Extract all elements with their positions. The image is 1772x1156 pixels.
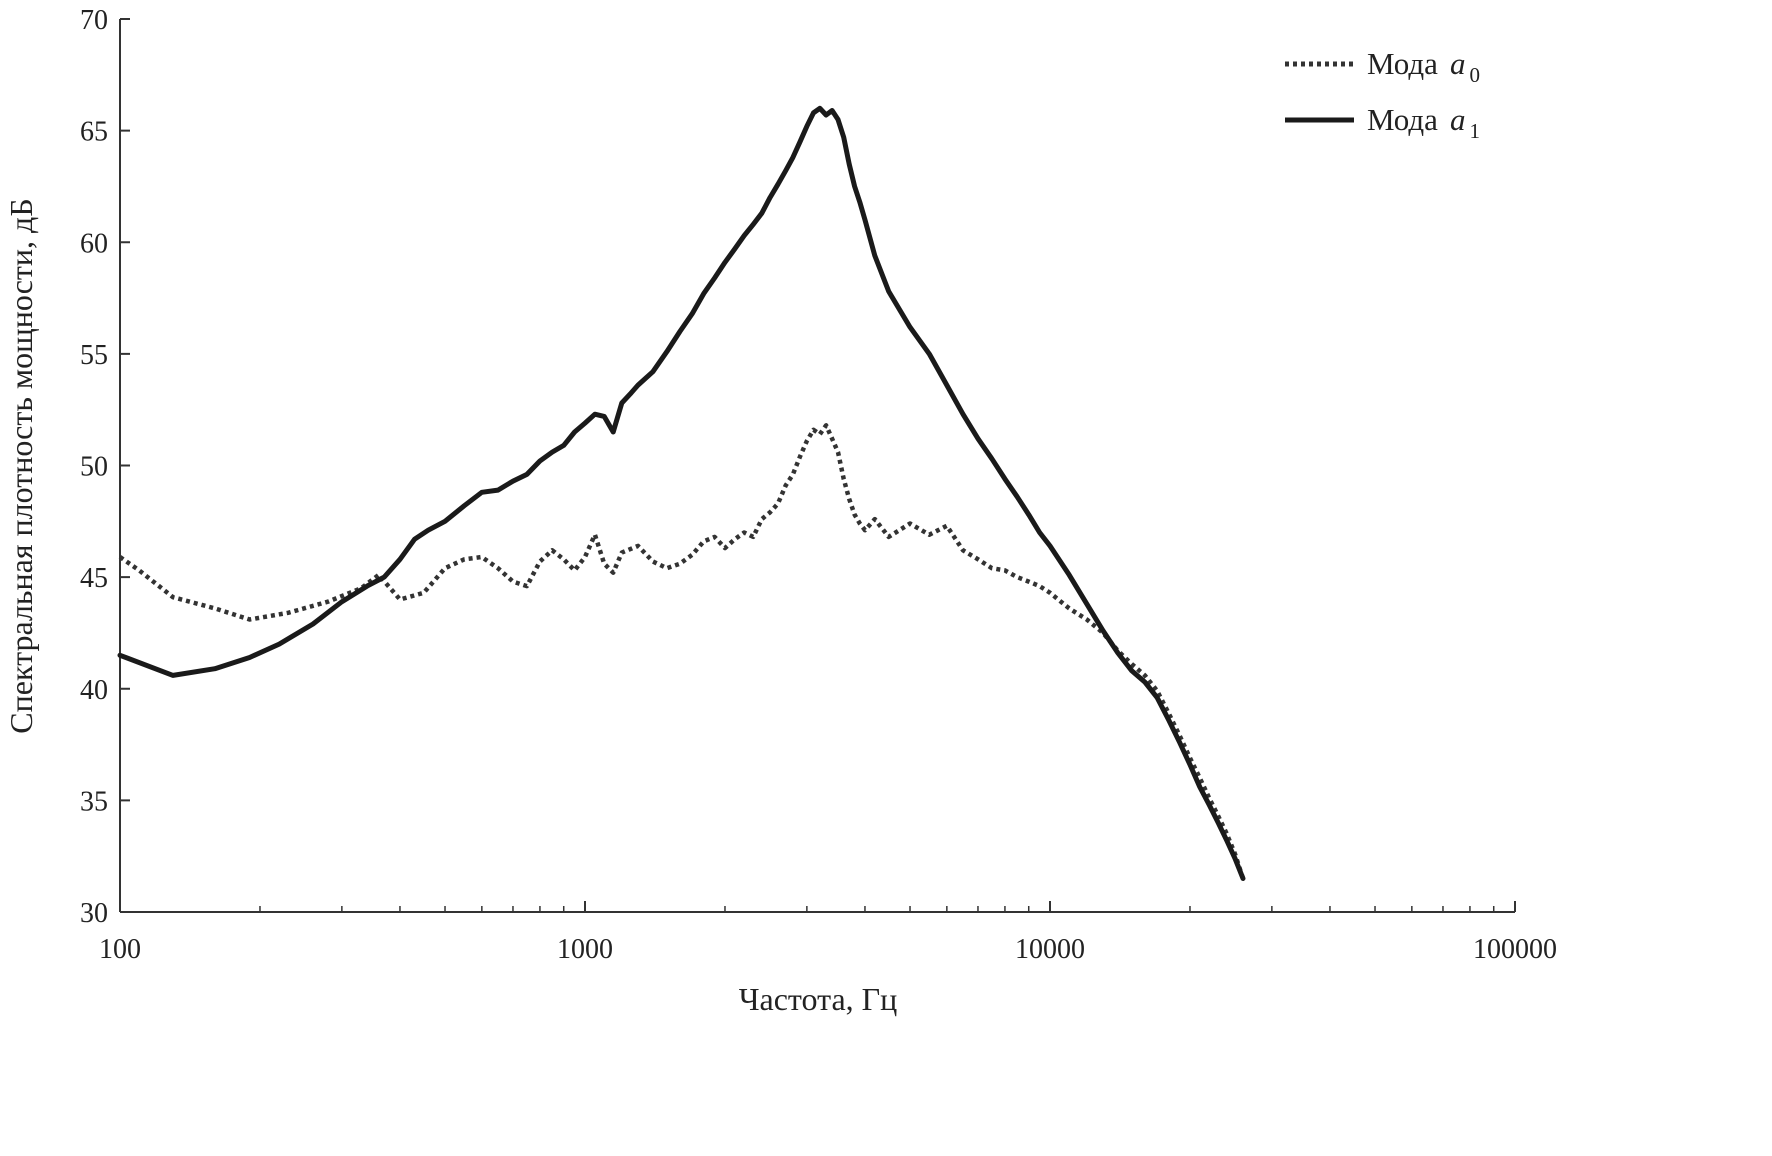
legend-item-a1: Мода a 1 [1285, 102, 1480, 143]
x-tick-label: 100000 [1473, 934, 1557, 965]
y-tick-label: 60 [80, 228, 108, 259]
x-tick-label: 10000 [1015, 934, 1085, 965]
x-tick-label: 1000 [557, 934, 613, 965]
legend-label-a1: Мода a 1 [1367, 102, 1480, 143]
series-layer [117, 105, 1246, 881]
y-tick-label: 70 [80, 5, 108, 36]
x-tick-label: 100 [99, 934, 141, 965]
legend-label-a1-var: a [1450, 102, 1466, 137]
legend-label-a0-var: a [1450, 46, 1466, 81]
legend-label-a1-prefix: Мода [1367, 102, 1438, 137]
series-line-a1 [117, 105, 1246, 881]
legend-label-a0-prefix: Мода [1367, 46, 1438, 81]
legend-label-a0: Мода a 0 [1367, 46, 1480, 87]
y-tick-label: 50 [80, 452, 108, 483]
y-tick-label: 40 [80, 675, 108, 706]
plot-area: 30 35 40 45 50 55 60 65 70 100 1000 10000 100000 [80, 5, 1557, 965]
legend-item-a0: Мода a 0 [1285, 46, 1480, 87]
y-tick-label: 65 [80, 117, 108, 148]
y-axis-ticks: 30 35 40 45 50 55 60 65 70 [80, 5, 130, 929]
y-tick-label: 35 [80, 786, 108, 817]
y-tick-label: 55 [80, 340, 108, 371]
series-line-a0 [118, 423, 1246, 880]
legend-label-a0-sub: 0 [1469, 63, 1480, 87]
legend: Мода a 0 Мода a 1 [1285, 46, 1480, 143]
y-tick-label: 30 [80, 898, 108, 929]
y-tick-label: 45 [80, 563, 108, 594]
chart: 30 35 40 45 50 55 60 65 70 100 1000 10000 100000 Ча… [3, 5, 1557, 1017]
legend-label-a1-sub: 1 [1469, 119, 1480, 143]
y-axis-title: Спектральная плотность мощности, дБ [3, 198, 39, 733]
x-axis-ticks: 100 1000 10000 100000 [99, 901, 1557, 965]
x-axis-title: Частота, Гц [739, 981, 898, 1017]
